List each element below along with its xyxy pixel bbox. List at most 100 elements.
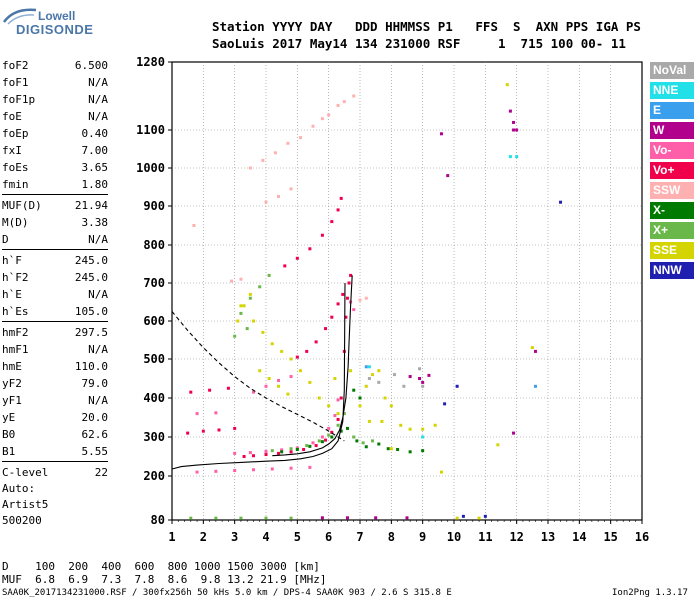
data-point [421,449,425,453]
data-point [336,398,340,402]
data-point [251,454,255,458]
param-value: 105.0 [74,305,108,318]
x-tick-label: 3 [231,530,238,544]
data-point [327,433,331,437]
param-name: foE [2,110,22,123]
data-point [320,440,324,444]
data-point [389,447,393,451]
data-point [345,516,349,520]
y-tick-label: 600 [143,314,165,328]
data-point [267,377,271,380]
data-point [233,426,237,430]
param-value: 79.0 [81,377,109,390]
data-point [330,315,334,319]
x-tick-label: 14 [572,530,586,544]
profile-line [171,282,346,470]
param-value: N/A [88,76,108,89]
logo-line1: Lowell [38,9,76,23]
data-point [371,439,375,443]
param-value: 0.40 [81,127,109,140]
data-point [344,315,348,319]
param-divider [2,194,108,195]
data-point [298,136,302,140]
param-name: h`F [2,254,22,267]
data-point [389,404,393,408]
data-point [239,516,243,520]
legend-item: NNE [650,82,694,99]
data-point [208,388,212,392]
param-value: 7.00 [81,144,109,157]
legend-item: SSW [650,182,694,199]
y-tick-label: 200 [143,469,165,483]
data-point [339,196,343,200]
data-point [189,390,193,394]
lowell-logo-icon [2,8,37,25]
data-point [408,450,412,454]
data-point [295,256,299,260]
param-value: 245.0 [74,254,108,267]
data-point [317,439,321,443]
param-value: N/A [88,343,108,356]
data-point [280,450,284,454]
data-point [314,444,318,448]
data-point [233,334,237,338]
data-point [508,109,512,113]
x-tick-label: 4 [262,530,269,544]
data-point [280,349,284,353]
data-point [186,431,190,435]
data-point [248,451,252,455]
data-point [286,392,290,396]
data-point [339,429,343,433]
data-point [283,264,287,268]
param-value: 6.500 [74,59,108,72]
data-point [386,447,390,451]
auto-block: Auto: Artist5 500200 [2,481,48,529]
x-tick-label: 11 [478,530,492,544]
data-point [324,327,328,331]
x-tick-label: 7 [356,530,363,544]
data-point [512,431,516,435]
muf-distance-row: D 100 200 400 600 800 1000 1500 3000 [km… [2,560,320,573]
param-value: 3.65 [81,161,109,174]
data-point [377,442,381,446]
auto-label: Auto: [2,482,36,495]
data-point [201,429,205,433]
data-point [239,277,243,281]
data-point [364,384,368,388]
data-point [289,375,293,379]
data-point [371,373,375,377]
data-point [251,468,255,472]
data-point [217,428,221,432]
data-point [242,304,246,308]
data-point [264,200,268,204]
param-row: foEp 0.40 [2,125,108,142]
param-row: foF2 6.500 [2,57,108,74]
param-value: 1.80 [81,178,109,191]
x-tick-label: 16 [635,530,649,544]
data-point [515,155,519,159]
legend-item: SSE [650,242,694,259]
param-row: h`F2 245.0 [2,269,108,286]
param-name: fxI [2,144,22,157]
y-tick-label: 1280 [136,55,165,69]
data-point [367,419,371,423]
data-point [446,174,450,178]
y-tick-label: 1000 [136,161,165,175]
data-point [233,451,237,455]
data-point [330,435,334,439]
data-point [264,453,268,457]
legend-item: Vo- [650,142,694,159]
data-point [189,516,193,520]
data-point [195,412,199,416]
param-name: foEs [2,161,29,174]
data-point [533,384,537,388]
param-name: hmE [2,360,22,373]
param-row: fxI 7.00 [2,142,108,159]
param-divider [2,461,108,462]
data-point [239,311,243,315]
data-point [533,349,537,353]
data-point [418,367,422,371]
data-point [308,465,312,469]
data-point [455,384,459,388]
data-point [286,141,290,145]
